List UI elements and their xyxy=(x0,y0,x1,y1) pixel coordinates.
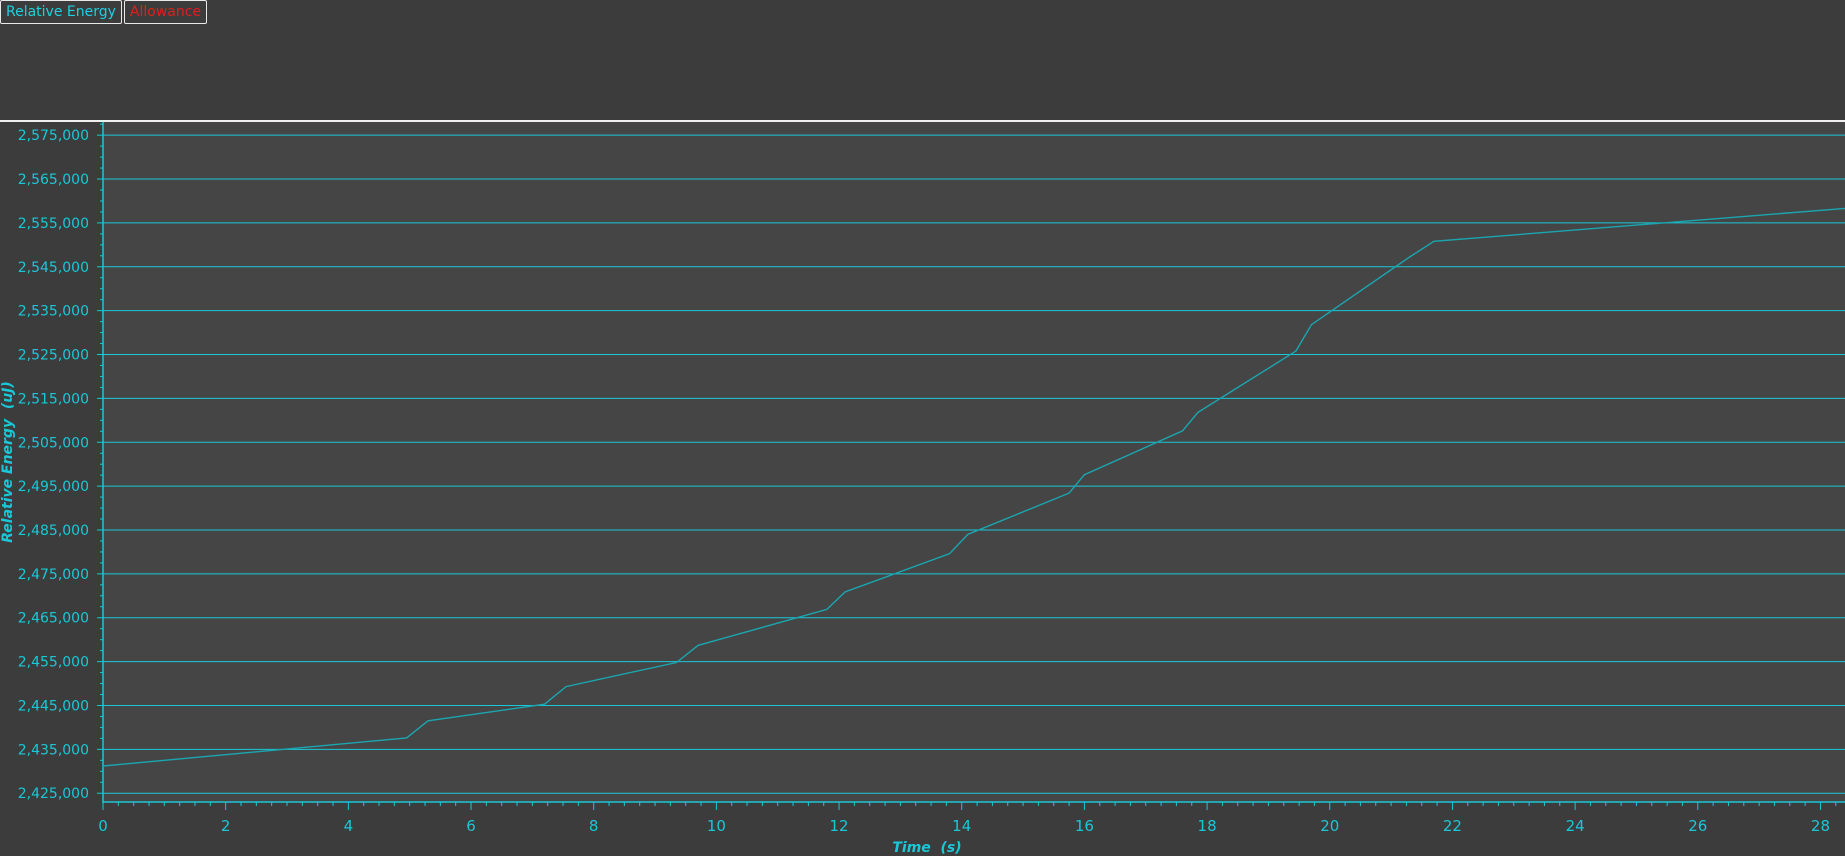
x-tick-label: 24 xyxy=(1566,817,1585,835)
y-tick-label: 2,455,000 xyxy=(18,655,89,671)
grid-lines xyxy=(103,134,1845,794)
y-tick-label: 2,495,000 xyxy=(18,479,89,495)
y-tick-label: 2,535,000 xyxy=(18,304,89,320)
series-group xyxy=(102,207,1845,767)
y-tick-label: 2,475,000 xyxy=(18,567,89,583)
x-tick-label: 18 xyxy=(1198,817,1217,835)
y-tick-label: 2,435,000 xyxy=(18,742,89,758)
y-tick-label: 2,555,000 xyxy=(18,216,89,232)
x-axis-label: Time (s) xyxy=(892,840,961,856)
y-tick-label: 2,425,000 xyxy=(18,786,89,802)
x-tick-label: 6 xyxy=(466,817,476,835)
y-tick-label: 2,565,000 xyxy=(18,172,89,188)
x-tick-label: 12 xyxy=(830,817,849,835)
x-tick-label: 22 xyxy=(1443,817,1462,835)
x-tick-label: 4 xyxy=(344,817,354,835)
x-axis: 0 2 4 6 8 10 12 14 16 18 20 22 24 26 28 xyxy=(98,801,1845,835)
chart-top-border xyxy=(0,120,1845,122)
x-tick-label: 8 xyxy=(589,817,599,835)
legend: Relative Energy Allowance xyxy=(0,0,208,24)
y-tick-label: 2,445,000 xyxy=(18,698,89,714)
y-tick-label: 2,575,000 xyxy=(18,128,89,144)
y-axis-label: Relative Energy (uJ) xyxy=(0,381,16,543)
x-tick-label: 20 xyxy=(1320,817,1339,835)
x-tick-label: 10 xyxy=(707,817,726,835)
x-tick-label: 14 xyxy=(952,817,971,835)
y-tick-label: 2,545,000 xyxy=(18,260,89,276)
y-tick-label: 2,465,000 xyxy=(18,611,89,627)
y-tick-label: 2,505,000 xyxy=(18,435,89,451)
x-tick-label: 28 xyxy=(1811,817,1830,835)
y-tick-label: 2,525,000 xyxy=(18,348,89,364)
x-tick-label: 16 xyxy=(1075,817,1094,835)
x-tick-label: 26 xyxy=(1688,817,1707,835)
y-tick-label: 2,485,000 xyxy=(18,523,89,539)
x-tick-label: 0 xyxy=(98,817,108,835)
plot-area xyxy=(103,122,1845,802)
legend-toggle-allowance[interactable]: Allowance xyxy=(123,0,208,24)
legend-toggle-relative-energy[interactable]: Relative Energy xyxy=(0,0,122,24)
y-tick-label: 2,515,000 xyxy=(18,391,89,407)
y-axis: 2,425,000 2,435,000 2,445,000 2,455,000 2,46… xyxy=(18,122,104,803)
x-tick-label: 2 xyxy=(221,817,231,835)
series-line-relative-energy xyxy=(102,207,1845,767)
